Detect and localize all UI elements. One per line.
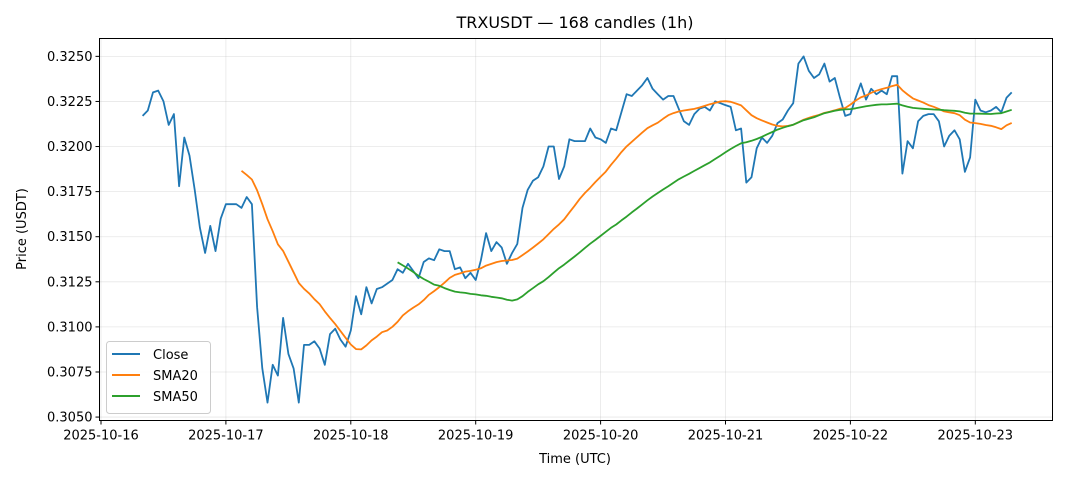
x-tick-label: 2025-10-21	[688, 429, 764, 444]
x-axis: 2025-10-16 2025-10-17 2025-10-18 2025-10-19…	[63, 420, 1014, 444]
y-axis-label: Price (USDT)	[15, 188, 30, 270]
y-axis: 0.3050 0.3075 0.3100 0.3125 0.3150 0.3175 0.32…	[47, 50, 100, 426]
legend: Close SMA20 SMA50	[106, 341, 211, 414]
x-tick-label: 2025-10-22	[813, 429, 889, 444]
series-lines	[141, 55, 1013, 404]
x-tick-label: 2025-10-23	[938, 429, 1014, 444]
x-tick-label: 2025-10-19	[438, 429, 514, 444]
x-tick-label: 2025-10-17	[188, 429, 264, 444]
close-legend-label: Close	[153, 348, 188, 363]
y-tick-label: 0.3125	[47, 275, 93, 290]
x-tick-label: 2025-10-18	[313, 429, 389, 444]
chart-title: TRXUSDT — 168 candles (1h)	[455, 13, 693, 32]
sma20-legend-label: SMA20	[153, 369, 198, 384]
x-tick-label: 2025-10-16	[63, 429, 139, 444]
y-tick-label: 0.3225	[47, 95, 93, 110]
close-line	[141, 55, 1013, 404]
x-axis-label: Time (UTC)	[538, 452, 611, 467]
y-tick-label: 0.3175	[47, 185, 93, 200]
sma50-legend-label: SMA50	[153, 390, 198, 405]
y-tick-label: 0.3075	[47, 365, 93, 380]
y-tick-label: 0.3200	[47, 140, 93, 155]
x-tick-label: 2025-10-20	[563, 429, 639, 444]
plot-frame	[99, 38, 1053, 421]
y-tick-label: 0.3100	[47, 320, 93, 335]
y-tick-label: 0.3150	[47, 230, 93, 245]
y-tick-label: 0.3050	[47, 411, 93, 426]
y-tick-label: 0.3250	[47, 50, 93, 65]
sma50-line	[397, 102, 1012, 302]
sma20-line	[240, 83, 1013, 351]
